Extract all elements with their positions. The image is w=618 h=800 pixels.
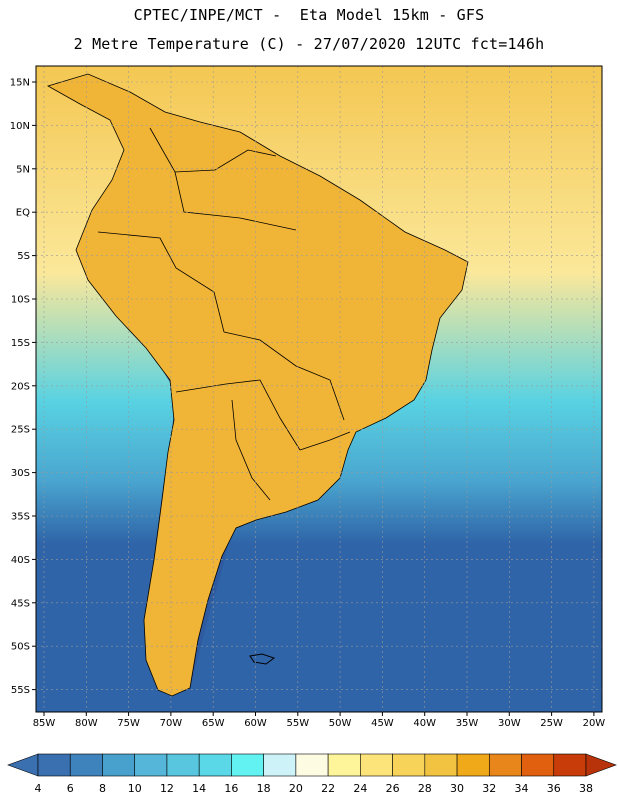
longitude-labels: 85W 80W 75W 70W 65W 60W 55W 50W 45W 40W 35W 30W 25W 2… [33,718,606,729]
lon-label: 50W [329,718,352,729]
lon-label: 65W [202,718,225,729]
colorbar-label: 4 [35,782,42,795]
colorbar-segment [37,753,71,777]
colorbar-segment [424,753,458,777]
map-title-line-1: CPTEC/INPE/MCT - Eta Model 15km - GFS [133,6,485,24]
colorbar-label: 34 [515,782,529,795]
lat-label: 35S [11,512,30,523]
colorbar-low-arrow [7,753,39,777]
colorbar-label: 18 [257,782,271,795]
lon-label: 35W [456,718,479,729]
colorbar-segment [166,753,200,777]
lat-label: 5N [16,164,30,175]
map-title-line-2: 2 Metre Temperature (C) - 27/07/2020 12U… [73,35,545,53]
lat-label: EQ [16,208,30,219]
lon-label: 45W [371,718,394,729]
lat-label: 40S [11,555,30,566]
lat-label: 10S [11,295,30,306]
colorbar-label: 22 [321,782,335,795]
lon-label: 80W [75,718,98,729]
colorbar-label: 16 [224,782,238,795]
colorbar-segment [360,753,393,777]
colorbar-segment [456,753,490,777]
colorbar-segment [392,753,426,777]
lon-label: 20W [583,718,606,729]
colorbar-segment [295,753,329,777]
colorbar-label: 8 [99,782,106,795]
lat-label: 50S [11,642,30,653]
colorbar-segment [198,753,232,777]
lat-label: 30S [11,468,30,479]
lat-label: 15N [10,78,30,89]
lon-label: 70W [160,718,183,729]
lon-label: 75W [117,718,140,729]
colorbar-label: 36 [547,782,561,795]
lon-label: 30W [498,718,521,729]
lon-label: 55W [286,718,309,729]
map-frame [35,65,603,713]
country-borders [47,73,469,697]
axis-ticks [32,81,595,716]
colorbar-segment [69,753,103,777]
map-plot-area [36,66,602,712]
lon-label: 40W [413,718,436,729]
falkland-islands [249,653,276,665]
lat-label: 45S [11,598,30,609]
colorbar-segment [231,753,264,777]
colorbar-label: 20 [289,782,303,795]
colorbar-segment [102,753,136,777]
colorbar-label: 38 [579,782,593,795]
lat-label: 25S [11,425,30,436]
colorbar-segment [134,753,168,777]
colorbar-label: 6 [67,782,74,795]
lat-label: 5S [17,251,30,262]
colorbar-label: 14 [192,782,206,795]
lon-label: 25W [540,718,563,729]
graticule-grid [36,66,602,712]
colorbar-segment [327,753,361,777]
colorbar-label: 28 [418,782,432,795]
lon-label: 85W [33,718,56,729]
colorbar-label: 26 [386,782,400,795]
lat-label: 20S [11,381,30,392]
lat-label: 10N [10,121,30,132]
colorbar-high-arrow [585,753,617,777]
colorbar-segment [553,753,587,777]
temperature-colorbar: 4 6 8 10 12 14 16 18 20 22 24 26 28 30 32 34 36 38 [7,753,617,795]
colorbar-segment [263,753,297,777]
latitude-labels: 15N 10N 5N EQ 5S 10S 15S 20S 25S 30S 35S 40S 45S 50S 5… [10,78,30,697]
colorbar-label: 12 [160,782,174,795]
colorbar-label: 10 [128,782,142,795]
lat-label: 15S [11,338,30,349]
colorbar-segment [488,753,522,777]
colorbar-label: 30 [450,782,464,795]
lat-label: 55S [11,685,30,696]
colorbar-label: 32 [482,782,496,795]
lon-label: 60W [244,718,267,729]
colorbar-segment [521,753,555,777]
colorbar-label: 24 [353,782,367,795]
